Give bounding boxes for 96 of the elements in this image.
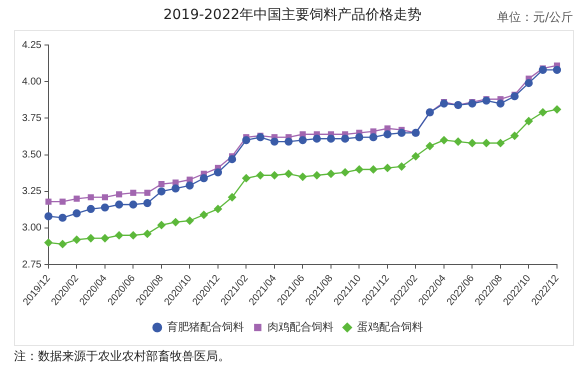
point bbox=[158, 181, 165, 188]
point bbox=[284, 170, 293, 178]
point bbox=[552, 105, 562, 114]
point bbox=[60, 198, 66, 205]
point bbox=[270, 171, 279, 180]
point bbox=[538, 66, 547, 74]
legend-label: 蛋鸡配合饲料 bbox=[356, 320, 423, 334]
point bbox=[129, 231, 138, 240]
point bbox=[496, 139, 505, 148]
point bbox=[44, 212, 53, 220]
point bbox=[383, 164, 392, 172]
point bbox=[45, 198, 52, 205]
point bbox=[242, 136, 250, 144]
point bbox=[524, 79, 533, 88]
y-tick-label: 4.00 bbox=[22, 76, 42, 88]
point bbox=[72, 209, 81, 218]
point bbox=[326, 134, 336, 143]
y-tick-label: 3.75 bbox=[22, 112, 42, 124]
point bbox=[186, 181, 194, 190]
point bbox=[256, 133, 264, 142]
point bbox=[44, 238, 53, 247]
point bbox=[172, 218, 180, 226]
point bbox=[454, 138, 462, 146]
point bbox=[58, 240, 67, 248]
point bbox=[72, 236, 81, 244]
point bbox=[383, 130, 392, 138]
point bbox=[426, 142, 434, 150]
y-tick-label: 2.75 bbox=[22, 259, 42, 270]
point bbox=[100, 203, 110, 212]
y-tick-label: 4.25 bbox=[22, 40, 42, 51]
point bbox=[300, 131, 306, 138]
point bbox=[412, 152, 420, 160]
y-tick-label: 3.50 bbox=[22, 150, 42, 161]
point bbox=[157, 221, 166, 230]
point bbox=[341, 134, 350, 143]
y-tick-label: 3.25 bbox=[22, 186, 42, 198]
point bbox=[312, 171, 321, 180]
point bbox=[468, 139, 476, 148]
point bbox=[341, 168, 350, 176]
point bbox=[214, 204, 222, 214]
point bbox=[100, 234, 110, 242]
point bbox=[440, 100, 448, 108]
point bbox=[186, 176, 193, 183]
point bbox=[214, 168, 222, 176]
point bbox=[144, 190, 150, 196]
point bbox=[102, 194, 108, 200]
point bbox=[524, 117, 533, 126]
point bbox=[74, 196, 80, 202]
point bbox=[172, 180, 179, 186]
point bbox=[130, 190, 136, 196]
point bbox=[172, 184, 180, 193]
point bbox=[186, 216, 194, 225]
point bbox=[468, 100, 476, 108]
point bbox=[298, 172, 307, 181]
point bbox=[552, 66, 562, 74]
point bbox=[496, 100, 505, 108]
point bbox=[369, 133, 378, 142]
point bbox=[482, 96, 490, 105]
text: 注：数据来源于农业农村部畜牧兽医局。 bbox=[14, 348, 230, 365]
y-tick-label: 3.00 bbox=[22, 222, 42, 234]
point bbox=[538, 108, 547, 116]
point bbox=[369, 165, 378, 174]
legend-label: 肉鸡配合饲料 bbox=[267, 320, 334, 334]
point bbox=[228, 155, 236, 164]
text: 单位：元/公斤 bbox=[496, 9, 573, 26]
point bbox=[440, 136, 448, 144]
point bbox=[143, 230, 152, 238]
point bbox=[200, 174, 208, 182]
point bbox=[482, 139, 490, 148]
point bbox=[312, 134, 321, 143]
point bbox=[284, 138, 293, 146]
point bbox=[355, 165, 364, 174]
point bbox=[143, 199, 152, 208]
point bbox=[116, 191, 122, 198]
point bbox=[510, 132, 519, 140]
point bbox=[86, 204, 95, 214]
chart-title: 2019-2022年中国主要饲料产品价格走势 bbox=[163, 7, 422, 23]
point bbox=[355, 133, 364, 142]
legend-label: 育肥猪配合饲料 bbox=[166, 320, 244, 334]
point bbox=[88, 194, 94, 200]
point bbox=[256, 171, 264, 180]
point bbox=[398, 128, 406, 137]
point bbox=[510, 92, 519, 100]
point bbox=[115, 200, 124, 209]
point bbox=[129, 200, 138, 209]
point bbox=[270, 138, 279, 146]
point bbox=[228, 193, 236, 202]
point bbox=[157, 187, 166, 196]
point bbox=[398, 162, 406, 171]
point bbox=[115, 231, 124, 240]
point bbox=[326, 170, 336, 178]
point bbox=[86, 234, 95, 242]
point bbox=[200, 210, 208, 219]
point bbox=[298, 136, 307, 144]
point bbox=[242, 174, 250, 182]
point bbox=[58, 214, 67, 222]
